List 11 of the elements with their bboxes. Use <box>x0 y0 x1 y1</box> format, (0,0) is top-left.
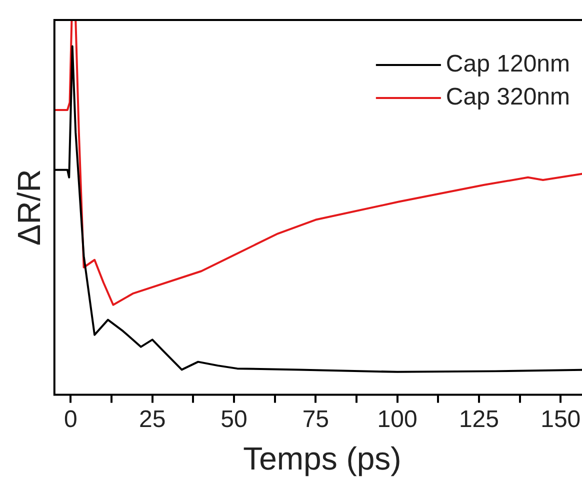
x-tick-label: 125 <box>458 406 499 433</box>
legend-label: Cap 320nm <box>446 84 570 111</box>
x-tick-label: 75 <box>302 406 330 433</box>
y-axis-title: ΔR/R <box>11 169 48 246</box>
x-tick-label: 0 <box>64 406 78 433</box>
x-axis-title: Temps (ps) <box>243 440 402 477</box>
x-tick-label: 100 <box>377 406 418 433</box>
legend-label: Cap 120nm <box>446 50 570 78</box>
x-tick-label: 150 <box>540 406 581 433</box>
x-tick-label: 25 <box>139 406 166 433</box>
x-tick-label: 50 <box>220 406 248 433</box>
